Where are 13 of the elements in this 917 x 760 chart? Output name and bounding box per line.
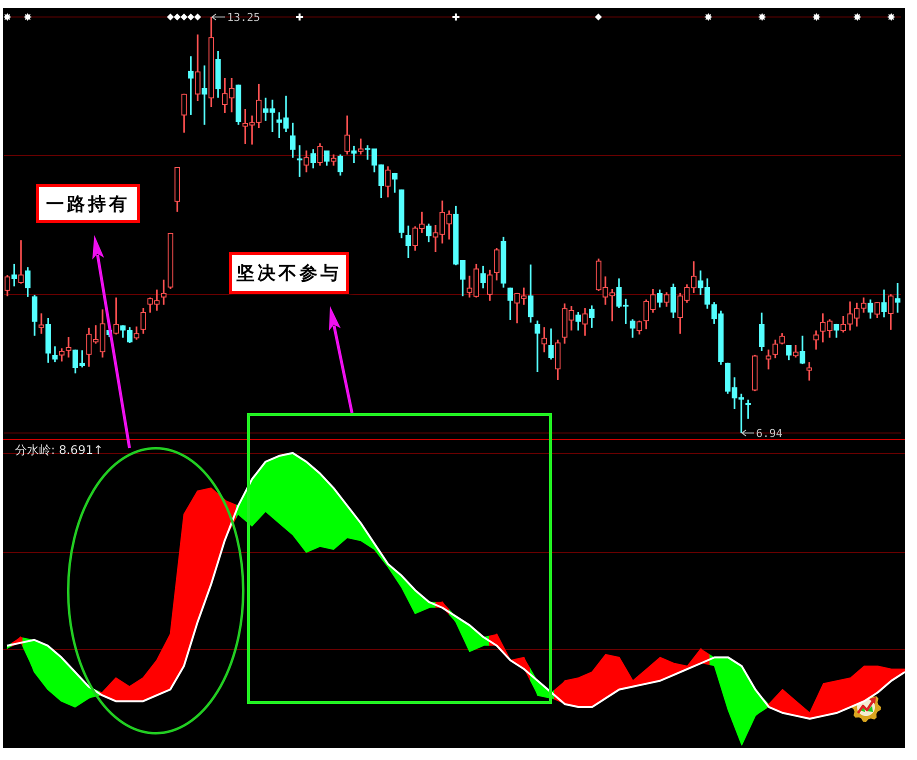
- annotation: 13.25: [227, 11, 260, 24]
- candlestick: [18, 240, 24, 284]
- candlestick: [534, 320, 540, 372]
- candlestick: [202, 65, 208, 125]
- annotation: 一路持有: [36, 184, 140, 223]
- annotation: 6.94: [756, 427, 782, 440]
- annotation: 坚决不参与: [229, 252, 349, 294]
- candlestick: [351, 146, 357, 164]
- candlestick: [364, 145, 370, 160]
- candlestick: [66, 337, 72, 358]
- annotation: 分水岭: 8.691↑: [15, 442, 104, 459]
- candlestick: [766, 350, 772, 370]
- candlestick: [270, 100, 276, 132]
